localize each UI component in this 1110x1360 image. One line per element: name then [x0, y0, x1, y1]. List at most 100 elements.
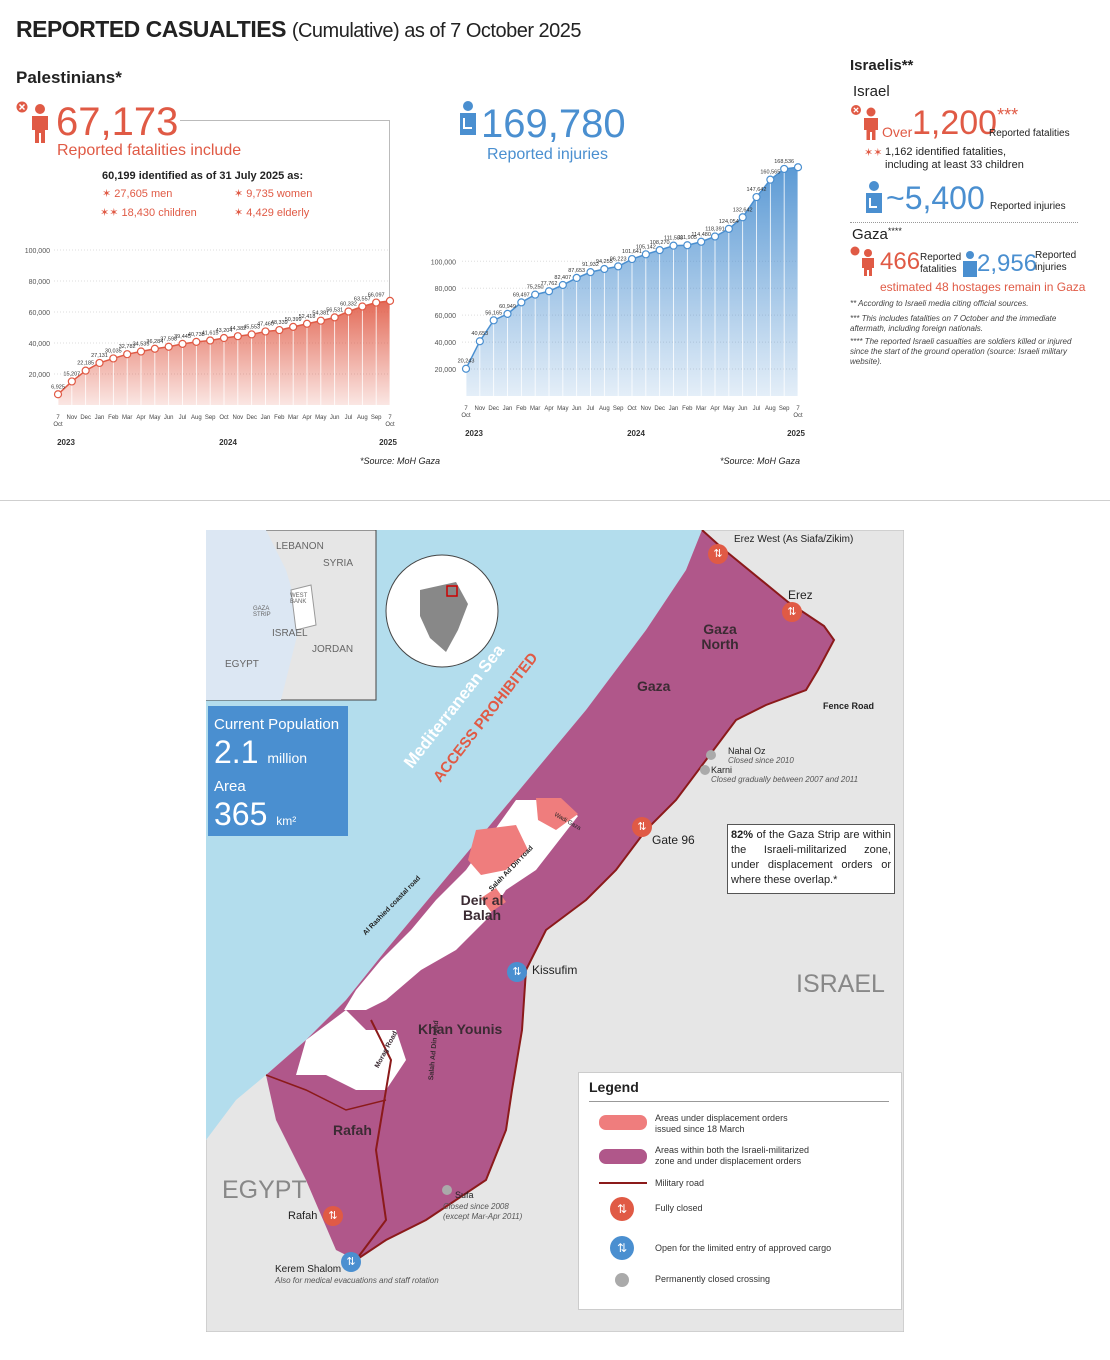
injuries-source: *Source: MoH Gaza: [720, 456, 801, 466]
data-label: 54,381: [312, 311, 329, 317]
data-label: 114,480: [691, 232, 710, 238]
data-label: 40,738: [188, 332, 205, 338]
inset-west-bank: WEST BANK: [290, 593, 308, 605]
x-tick-label: Sep: [371, 415, 382, 421]
data-point: [738, 213, 747, 222]
nahal-oz-note: Closed since 2010: [728, 756, 794, 765]
data-label: 91,932: [582, 262, 599, 268]
x-tick-label: Jul: [345, 415, 353, 421]
data-point: [558, 280, 567, 290]
inset-gaza-strip: GAZA STRIP: [253, 606, 271, 618]
x-tick-label: Dec: [246, 415, 257, 421]
note-sources: ** According to Israeli media citing off…: [850, 299, 1029, 308]
y-tick-label: 40,000: [435, 340, 457, 347]
x-tick-label: Jul: [587, 406, 595, 412]
data-point: [766, 175, 775, 184]
x-tick-label: Apr: [136, 415, 145, 421]
data-label: 52,418: [299, 314, 316, 320]
x-tick-label: Jun: [572, 406, 582, 412]
data-point: [503, 309, 512, 318]
data-point: [53, 390, 63, 399]
x-tick-label: Feb: [108, 415, 119, 421]
data-label: 168,536: [774, 159, 794, 165]
x-tick-label: Feb: [516, 406, 527, 412]
year-label: 2023: [57, 438, 75, 447]
gaza-map: [206, 530, 904, 1332]
data-point: [793, 163, 803, 172]
gate96-crossing-icon: ⇅: [632, 817, 652, 837]
children-count: ✶✶ 18,430 children: [100, 207, 197, 219]
kerem-shalom-note: Also for medical evacuations and staff r…: [275, 1276, 439, 1285]
year-label: 2024: [219, 438, 237, 447]
x-tick-label: Mar: [530, 406, 540, 412]
israel-identified: 1,162 identified fatalities, including at…: [885, 146, 1024, 172]
data-point: [206, 336, 215, 345]
area-label: Area: [214, 778, 246, 795]
data-point: [627, 254, 637, 264]
data-point: [316, 316, 325, 325]
palestinians-heading: Palestinians*: [16, 68, 122, 87]
year-label: 2024: [627, 429, 645, 438]
data-label: 36,284: [146, 339, 163, 345]
x-tick-label: Jan: [261, 415, 271, 421]
year-label: 2025: [379, 438, 397, 447]
women-count: ✶ 9,735 women: [234, 188, 313, 200]
legend-label-limited-cargo: Open for the limited entry of approved c…: [655, 1243, 832, 1253]
data-label: 40,653: [471, 331, 488, 337]
data-point: [572, 273, 581, 282]
data-label: 160,565: [760, 170, 780, 176]
data-point: [67, 377, 76, 386]
data-point: [697, 237, 706, 246]
data-point: [81, 366, 90, 375]
over-label: Over: [882, 124, 913, 140]
data-point: [178, 339, 187, 348]
globe-africa: [420, 582, 468, 652]
x-tick-label: May: [557, 406, 568, 412]
legend-divider: [589, 1101, 889, 1102]
globe-marker: [446, 585, 458, 597]
data-point: [780, 164, 789, 174]
population-box: Current Population 2.1 million Area 365 …: [208, 706, 348, 836]
legend-icon-fully-closed: ⇅: [610, 1197, 634, 1221]
data-point: [752, 192, 761, 202]
x-tick-label: Oct: [627, 406, 637, 412]
data-point: [123, 350, 132, 359]
data-label: 56,165: [485, 310, 502, 316]
inset-sea: [206, 530, 301, 700]
data-label: 63,557: [354, 296, 371, 302]
data-point: [275, 325, 284, 335]
fatalities-label: Reported fatalities include: [57, 142, 242, 159]
country-israel: ISRAEL: [796, 970, 885, 998]
x-tick-label: May: [315, 415, 326, 421]
data-label: 69,497: [513, 292, 530, 298]
legend-label-fully-closed: Fully closed: [655, 1203, 703, 1213]
fatalities-source: *Source: MoH Gaza: [360, 456, 441, 466]
israelis-heading: Israelis**: [850, 57, 914, 74]
fence-road-label: Fence Road: [823, 701, 875, 711]
region-khan-younis: Khan Younis: [418, 1021, 503, 1037]
note-soldiers: **** The reported Israeli casualties are…: [850, 337, 1072, 366]
unrestricted-area-south: [296, 1010, 406, 1090]
israel-fatalities-label: Reported fatalities: [989, 128, 1070, 139]
israel-injuries: ~5,400: [886, 180, 985, 216]
x-tick-label: Dec: [488, 406, 499, 412]
gaza-soldier-injuries: 2,956: [977, 250, 1038, 277]
data-point: [683, 241, 692, 250]
x-tick-label: Jul: [179, 415, 187, 421]
children-icon: ✶✶: [864, 147, 883, 159]
legend-icon-permanently-closed: [615, 1273, 629, 1287]
data-label: 105,142: [636, 244, 656, 250]
y-tick-label: 80,000: [435, 286, 457, 293]
data-point: [641, 250, 650, 259]
data-label: 22,185: [77, 361, 94, 367]
data-label: 132,642: [733, 207, 753, 213]
x-tick-label: Jun: [738, 406, 748, 412]
inset-israel: ISRAEL: [272, 628, 308, 639]
morag-road: [355, 1019, 393, 1261]
population-label: Current Population: [214, 716, 340, 733]
data-point: [475, 337, 484, 346]
karni-crossing-icon: [700, 765, 710, 775]
x-tick-label: 7 Oct: [793, 406, 803, 419]
section-divider: [0, 500, 1110, 501]
israel-fatalities: 1,200***: [912, 104, 1019, 142]
